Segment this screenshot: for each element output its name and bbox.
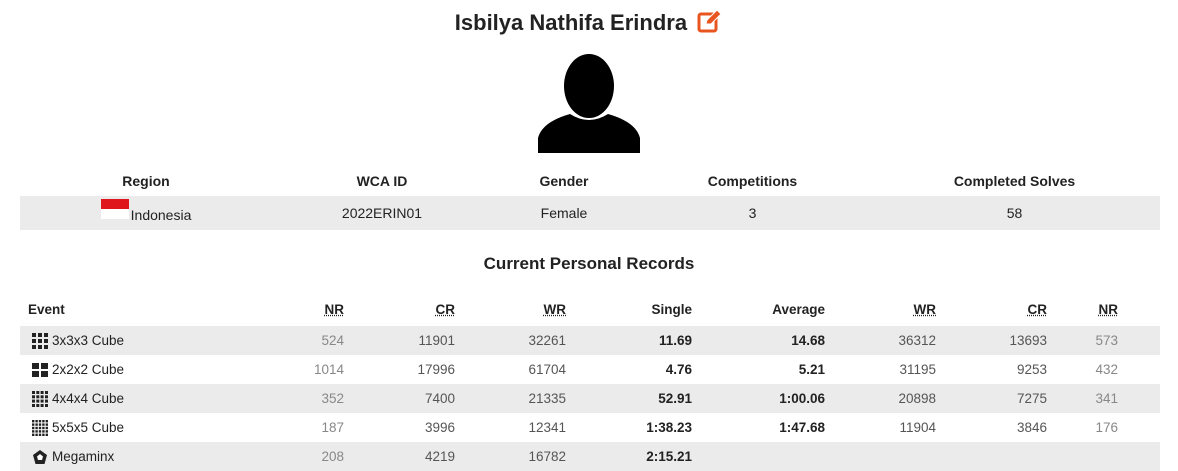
event-cell[interactable]: 4x4x4 Cube [20,384,248,413]
region-value: Indonesia [130,207,192,223]
single-time[interactable]: 2:15.21 [646,449,692,464]
record-row: 5x5x5 Cube 187 3996 12341 1:38.23 1:47.6… [20,413,1160,442]
wr-single: 12341 [528,420,566,435]
cr-average: 9253 [1016,362,1047,377]
cr-average: 13693 [1009,333,1047,348]
nr-average: 341 [1095,391,1118,406]
average-time[interactable]: 1:00.06 [779,391,825,406]
header-average: Average [772,301,825,317]
cr-abbr[interactable]: CR [435,301,456,317]
profile-header: Isbilya Nathifa Erindra [0,8,1178,41]
record-row: Megaminx 208 4219 16782 2:15.21 [20,442,1160,471]
header-wca-id: WCA ID [356,173,408,189]
wr-abbr[interactable]: WR [543,301,567,317]
header-cr-average: CR [936,292,1048,326]
user-silhouette-icon [538,54,640,153]
header-event: Event [28,301,65,317]
completed-solves-value: 58 [1006,205,1023,221]
row-spacer [1118,326,1160,355]
header-single: Single [651,301,692,317]
indonesia-flag-icon [100,199,129,219]
region-cell: Indonesia [20,196,272,230]
cr-abbr[interactable]: CR [1027,301,1048,317]
personal-records-table: Event NR CR WR Single Average WR CR NR 3… [20,292,1160,471]
avatar [538,52,640,153]
header-completed-solves: Completed Solves [953,173,1076,189]
header-nr-average: NR [1047,292,1119,326]
profile-info-table: Region WCA ID Gender Competitions Comple… [20,166,1160,230]
nr-single: 1014 [313,362,344,377]
header-wr-average: WR [825,292,937,326]
personal-records-title: Current Personal Records [483,254,695,273]
edit-icon[interactable] [697,9,723,41]
header-nr-single: NR [248,292,345,326]
record-row: 4x4x4 Cube 352 7400 21335 52.91 1:00.06 … [20,384,1160,413]
event-cell[interactable]: Megaminx [20,442,248,471]
single-time[interactable]: 11.69 [658,333,692,348]
nr-single: 352 [321,391,344,406]
nr-average: 432 [1095,362,1118,377]
wr-abbr[interactable]: WR [913,301,937,317]
nr-abbr[interactable]: NR [324,301,345,317]
header-cr-single: CR [344,292,456,326]
event-name[interactable]: 4x4x4 Cube [52,390,125,406]
header-wr-single: WR [455,292,567,326]
event-cell[interactable]: 3x3x3 Cube [20,326,248,355]
event-name[interactable]: 3x3x3 Cube [52,332,125,348]
cube-4x4-icon [32,390,48,407]
average-time[interactable]: 14.68 [791,333,825,348]
single-time[interactable]: 1:38.23 [646,420,692,435]
event-name[interactable]: 5x5x5 Cube [52,419,125,435]
row-spacer [1118,413,1160,442]
cube-5x5-icon [32,419,48,436]
cr-single: 4219 [424,449,455,464]
nr-average: 573 [1095,333,1118,348]
average-time[interactable]: 5.21 [798,362,825,377]
cube-2x2-icon [32,362,48,378]
single-time[interactable]: 52.91 [658,391,692,406]
person-name: Isbilya Nathifa Erindra [454,10,688,35]
average-time[interactable]: 1:47.68 [779,420,825,435]
header-spacer [1118,292,1160,326]
row-spacer [1118,355,1160,384]
event-cell[interactable]: 5x5x5 Cube [20,413,248,442]
header-gender: Gender [539,173,589,189]
wca-id-value: 2022ERIN01 [341,205,423,221]
cube-3x3-icon [32,332,48,349]
gender-value: Female [540,205,588,221]
cr-average: 3846 [1016,420,1047,435]
event-name[interactable]: 2x2x2 Cube [52,361,125,377]
wr-single: 61704 [528,362,566,377]
cr-single: 11901 [418,333,455,348]
wr-average: 20898 [898,391,936,406]
wr-single: 21335 [528,391,566,406]
profile-info-row: Indonesia 2022ERIN01 Female 3 58 [20,196,1160,230]
cr-single: 3996 [424,420,455,435]
header-competitions: Competitions [707,173,798,189]
wr-average: 11904 [899,420,936,435]
cr-average: 7275 [1016,391,1047,406]
record-row: 2x2x2 Cube 1014 17996 61704 4.76 5.21 31… [20,355,1160,384]
record-row: 3x3x3 Cube 524 11901 32261 11.69 14.68 3… [20,326,1160,355]
nr-single: 187 [321,420,344,435]
cr-single: 7400 [424,391,455,406]
nr-abbr[interactable]: NR [1098,301,1119,317]
megaminx-icon [32,449,48,465]
row-spacer [1118,384,1160,413]
event-cell[interactable]: 2x2x2 Cube [20,355,248,384]
wr-single: 16782 [528,449,566,464]
event-name[interactable]: Megaminx [52,448,115,464]
nr-average: 176 [1095,420,1118,435]
nr-single: 208 [321,449,344,464]
competitions-value: 3 [748,205,757,221]
nr-single: 524 [321,333,344,348]
wr-average: 31195 [899,362,936,377]
single-time[interactable]: 4.76 [665,362,692,377]
header-region: Region [122,173,170,189]
wr-average: 36312 [898,333,936,348]
wr-single: 32261 [528,333,566,348]
cr-single: 17996 [417,362,455,377]
